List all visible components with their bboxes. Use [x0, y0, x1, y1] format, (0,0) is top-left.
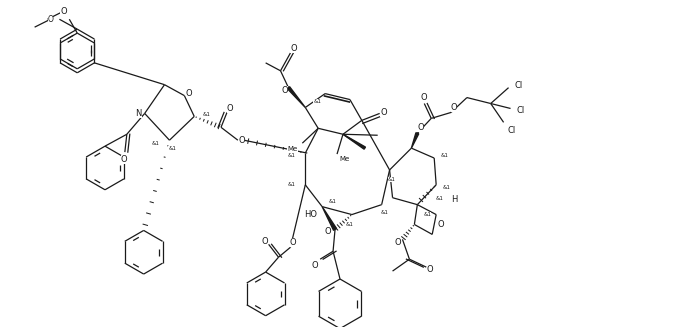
Text: O: O [60, 7, 67, 16]
Text: O: O [289, 238, 296, 247]
Text: O: O [438, 220, 445, 229]
Text: O: O [325, 227, 332, 236]
Text: N: N [136, 109, 142, 118]
Text: O: O [48, 15, 53, 24]
Text: O: O [427, 265, 434, 274]
Polygon shape [411, 133, 419, 148]
Polygon shape [322, 207, 336, 230]
Text: HO: HO [304, 210, 317, 219]
Text: &1: &1 [346, 222, 354, 227]
Text: &1: &1 [202, 112, 210, 117]
Text: O: O [451, 103, 458, 112]
Text: Me: Me [340, 156, 350, 162]
Text: Cl: Cl [516, 106, 524, 115]
Text: &1: &1 [387, 177, 396, 182]
Text: O: O [417, 123, 424, 132]
Text: O: O [238, 136, 245, 145]
Text: &1: &1 [287, 182, 296, 187]
Text: O: O [380, 108, 387, 117]
Text: O: O [227, 104, 234, 113]
Text: O: O [281, 86, 288, 95]
Text: O: O [186, 89, 193, 98]
Text: Me: Me [287, 146, 298, 152]
Text: &1: &1 [442, 185, 450, 190]
Polygon shape [343, 134, 366, 149]
Polygon shape [287, 87, 305, 108]
Text: O: O [394, 238, 401, 247]
Text: &1: &1 [152, 141, 159, 146]
Text: Cl: Cl [507, 126, 516, 135]
Text: &1: &1 [424, 212, 431, 217]
Text: &1: &1 [381, 210, 389, 215]
Text: &1: &1 [435, 196, 443, 201]
Text: &1: &1 [313, 99, 321, 104]
Text: H: H [451, 195, 457, 204]
Text: O: O [312, 261, 319, 270]
Text: O: O [262, 237, 268, 246]
Text: O: O [290, 45, 297, 53]
Text: &1: &1 [440, 153, 448, 157]
Text: &1: &1 [328, 199, 336, 204]
Text: &1: &1 [287, 153, 296, 157]
Text: &1: &1 [168, 146, 176, 151]
Text: O: O [421, 93, 428, 102]
Text: Cl: Cl [514, 81, 522, 90]
Text: O: O [121, 154, 127, 164]
